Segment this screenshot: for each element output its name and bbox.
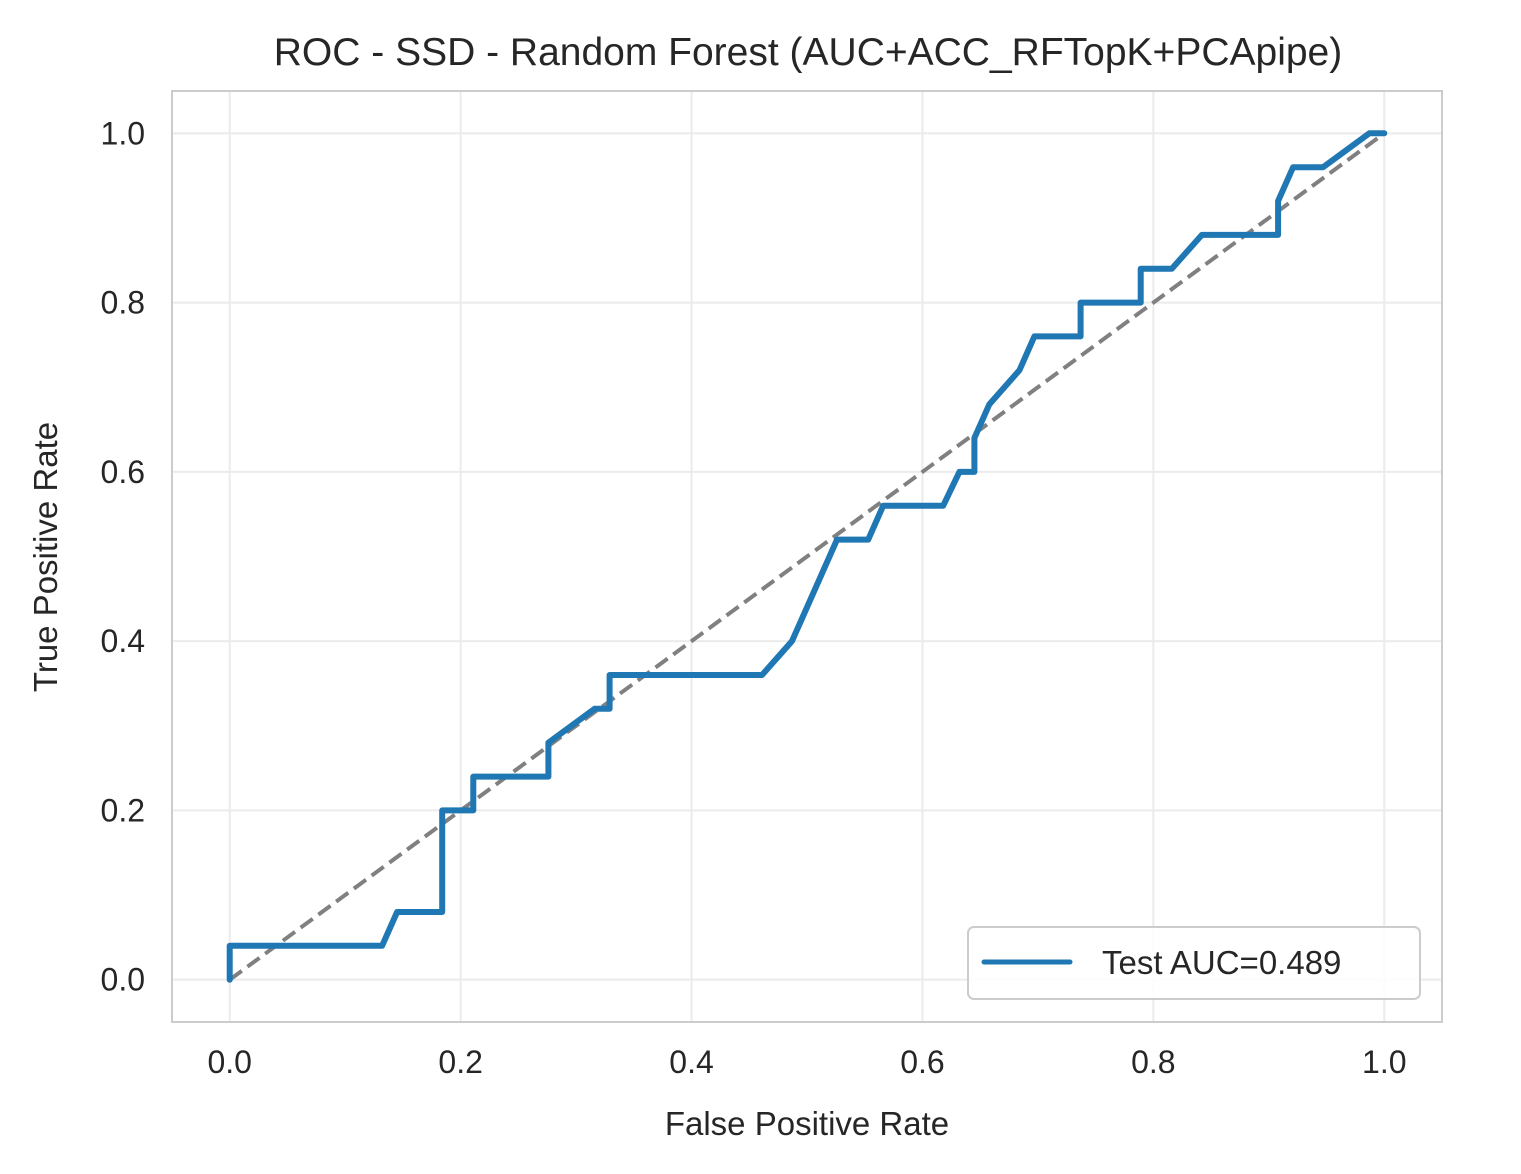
grid-lines bbox=[172, 91, 1442, 1022]
roc-curve-line bbox=[226, 130, 1388, 983]
tick-labels: 0.0 0.2 0.4 0.6 0.8 1.0 0.0 0.2 0.4 0.6 0.8 1.0 bbox=[101, 115, 1407, 1080]
x-tick-label: 0.6 bbox=[900, 1044, 944, 1080]
x-tick-label: 0.2 bbox=[438, 1044, 482, 1080]
x-tick-label: 0.8 bbox=[1131, 1044, 1175, 1080]
plot-frame bbox=[171, 90, 1443, 1023]
x-tick-label: 1.0 bbox=[1362, 1044, 1406, 1080]
y-tick-label: 0.0 bbox=[101, 962, 145, 998]
y-tick-label: 1.0 bbox=[101, 115, 145, 151]
x-axis-label: False Positive Rate bbox=[665, 1105, 949, 1142]
y-tick-label: 0.4 bbox=[101, 623, 145, 659]
series-layer bbox=[226, 130, 1388, 983]
y-tick-label: 0.2 bbox=[101, 792, 145, 828]
y-tick-label: 0.8 bbox=[101, 285, 145, 321]
y-axis-label: True Positive Rate bbox=[27, 422, 64, 692]
x-tick-label: 0.4 bbox=[669, 1044, 713, 1080]
y-tick-label: 0.6 bbox=[101, 454, 145, 490]
x-tick-label: 0.0 bbox=[207, 1044, 251, 1080]
chance-diagonal-line bbox=[228, 131, 1386, 982]
chart-title: ROC - SSD - Random Forest (AUC+ACC_RFTop… bbox=[274, 31, 1342, 74]
legend: Test AUC=0.489 bbox=[967, 926, 1421, 1000]
legend-box bbox=[967, 926, 1421, 1000]
legend-label-test: Test AUC=0.489 bbox=[1102, 944, 1341, 981]
